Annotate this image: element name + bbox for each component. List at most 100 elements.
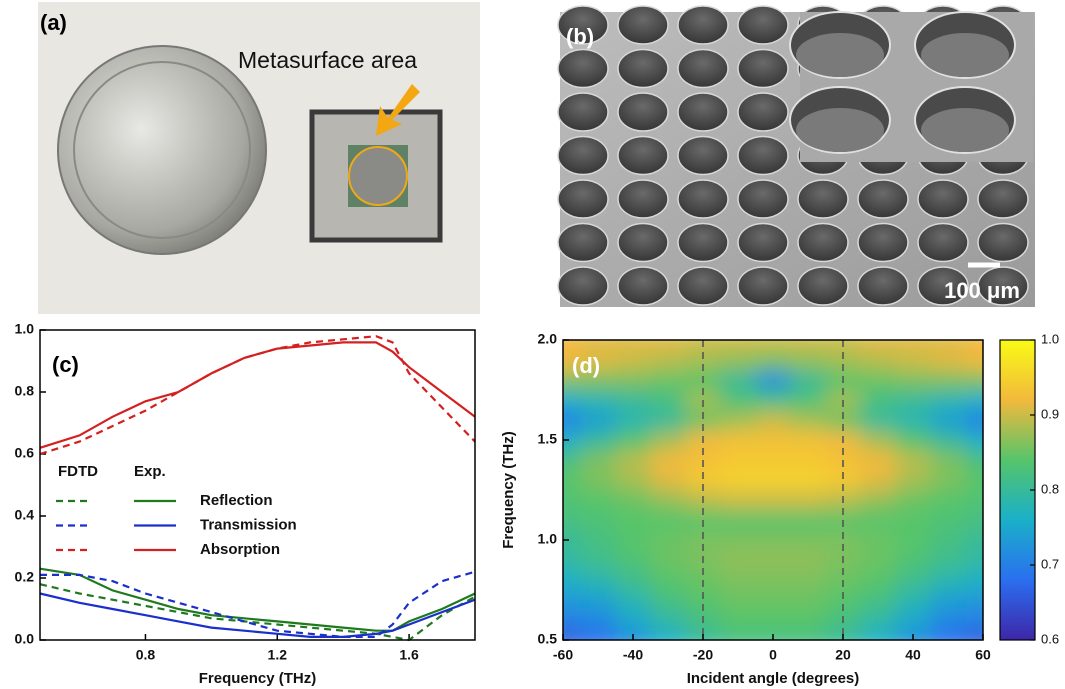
line-dashed — [40, 572, 475, 637]
heatmap-clip — [546, 330, 1002, 651]
heatmap-cell — [931, 490, 967, 511]
heatmap-cell — [861, 570, 897, 591]
inset-hole-wall — [921, 108, 1009, 152]
heatmap-cell — [651, 450, 687, 471]
annotation: Metasurface area — [238, 47, 417, 73]
heatmap-cell — [616, 510, 652, 531]
heatmap-cell — [756, 510, 792, 531]
colorbar-tick-label: 0.9 — [1041, 406, 1059, 421]
panel-label: (d) — [572, 353, 600, 378]
heatmap-cell — [756, 610, 792, 631]
x-tick-label: 1.2 — [268, 647, 288, 663]
plot-frame — [40, 330, 475, 640]
heatmap-cell — [616, 350, 652, 371]
heatmap-cell — [651, 510, 687, 531]
heatmap-cell — [931, 510, 967, 531]
heatmap-cell — [931, 430, 967, 451]
heatmap-cell — [721, 470, 757, 491]
heatmap-cell — [861, 470, 897, 491]
hole — [678, 137, 728, 175]
heatmap-cell — [931, 390, 967, 411]
heatmap-cell — [756, 430, 792, 451]
heatmap-cell — [756, 570, 792, 591]
hole — [618, 137, 668, 175]
hole — [798, 267, 848, 305]
heatmap-cell — [931, 590, 967, 611]
y-axis-title: Frequency (THz) — [500, 431, 517, 549]
heatmap — [546, 330, 1002, 651]
heatmap-cell — [651, 410, 687, 431]
heatmap-cell — [861, 510, 897, 531]
x-tick-label: 0 — [769, 647, 777, 663]
legend-label: Transmission — [200, 516, 297, 533]
x-tick-label: -40 — [623, 647, 643, 663]
heatmap-cell — [791, 390, 827, 411]
hole — [618, 224, 668, 262]
colorbar-tick-label: 1.0 — [1041, 331, 1059, 346]
hole — [798, 224, 848, 262]
x-tick-label: 0.8 — [136, 647, 156, 663]
hole — [858, 224, 908, 262]
heatmap-cell — [861, 350, 897, 371]
heatmap-cell — [791, 430, 827, 451]
x-axis-title: Frequency (THz) — [199, 670, 317, 687]
hole — [618, 93, 668, 131]
heatmap-cell — [931, 570, 967, 591]
y-tick-label: 0.0 — [15, 631, 35, 647]
heatmap-cell — [896, 490, 932, 511]
heatmap-cell — [616, 390, 652, 411]
colorbar-tick-label: 0.8 — [1041, 481, 1059, 496]
x-tick-label: -60 — [553, 647, 573, 663]
heatmap-cell — [616, 430, 652, 451]
panel-label: (c) — [52, 352, 79, 377]
heatmap-cell — [616, 450, 652, 471]
heatmap-cell — [896, 570, 932, 591]
hole — [738, 224, 788, 262]
heatmap-cell — [756, 550, 792, 571]
heatmap-cell — [721, 550, 757, 571]
heatmap-cell — [616, 410, 652, 431]
heatmap-cell — [791, 470, 827, 491]
hole — [738, 6, 788, 44]
heatmap-cell — [721, 410, 757, 431]
heatmap-cell — [581, 590, 617, 611]
heatmap-cell — [616, 570, 652, 591]
heatmap-cell — [581, 390, 617, 411]
heatmap-cell — [861, 610, 897, 631]
legend-label: Absorption — [200, 541, 280, 558]
colorbar-tick-label: 0.7 — [1041, 556, 1059, 571]
panel-label: (a) — [40, 10, 67, 35]
hole — [678, 6, 728, 44]
heatmap-cell — [721, 590, 757, 611]
heatmap-cell — [861, 590, 897, 611]
hole — [678, 93, 728, 131]
heatmap-cell — [616, 610, 652, 631]
colorbar-tick-label: 0.6 — [1041, 631, 1059, 646]
heatmap-cell — [651, 530, 687, 551]
figure: (a) Metasurface area (b) 100 μm 0.00.20.… — [0, 0, 1065, 689]
heatmap-cell — [581, 610, 617, 631]
hole — [798, 180, 848, 218]
heatmap-cell — [651, 390, 687, 411]
heatmap-cell — [756, 490, 792, 511]
heatmap-cell — [931, 370, 967, 391]
coin — [58, 46, 266, 254]
heatmap-cell — [896, 550, 932, 571]
page: {"figure": {"a": {"label": "(a)", "annot… — [0, 0, 1065, 689]
heatmap-cell — [616, 550, 652, 571]
x-axis-title: Incident angle (degrees) — [687, 670, 860, 687]
y-tick-label: 0.2 — [15, 569, 35, 585]
hole — [918, 180, 968, 218]
heatmap-cell — [896, 370, 932, 391]
heatmap-cell — [581, 570, 617, 591]
heatmap-cell — [756, 410, 792, 431]
hole — [978, 224, 1028, 262]
heatmap-cell — [581, 490, 617, 511]
heatmap-cell — [756, 470, 792, 491]
heatmap-cell — [616, 490, 652, 511]
heatmap-cell — [931, 470, 967, 491]
heatmap-cell — [896, 410, 932, 431]
heatmap-cell — [581, 410, 617, 431]
y-tick-label: 1.0 — [15, 321, 35, 337]
heatmap-cell — [931, 530, 967, 551]
